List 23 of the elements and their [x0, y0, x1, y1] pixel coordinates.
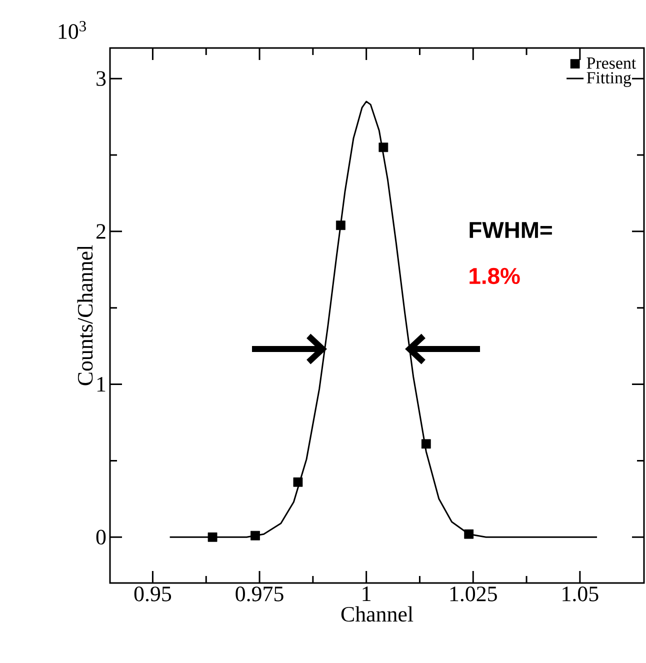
- x-tick-label: 1.05: [562, 586, 598, 602]
- legend-label: Present: [586, 58, 636, 69]
- point: [378, 142, 388, 152]
- x-tick-label: 1: [362, 586, 370, 601]
- legend-label: Fitting: [586, 72, 632, 87]
- x-tick-label: 0.95: [134, 586, 172, 602]
- point: [421, 439, 431, 449]
- point: [336, 220, 346, 230]
- point: [293, 477, 303, 487]
- text: 10$^{3}$: [58, 21, 86, 39]
- y-tick-label: 2: [96, 224, 106, 239]
- point: [464, 529, 474, 539]
- annotation: FWHM=: [470, 222, 552, 238]
- y-axis-title: Counts/Channel: [77, 245, 93, 386]
- x-tick-label: 1.025: [450, 586, 497, 602]
- y-tick-label: 3: [96, 71, 106, 86]
- x-tick-label: 0.975: [236, 586, 284, 602]
- annotation: 1.8%: [470, 268, 520, 284]
- x-axis-title: Channel: [341, 606, 414, 622]
- y-tick-label: 0: [96, 530, 106, 545]
- point: [250, 530, 260, 540]
- y-tick-label: 1: [97, 377, 106, 392]
- point: [208, 532, 218, 542]
